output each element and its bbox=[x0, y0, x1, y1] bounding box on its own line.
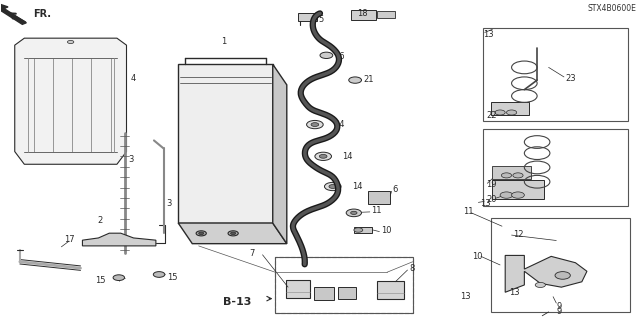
Circle shape bbox=[315, 152, 332, 160]
Polygon shape bbox=[83, 233, 156, 246]
Circle shape bbox=[513, 173, 523, 178]
Circle shape bbox=[351, 211, 357, 214]
Bar bbox=[491, 102, 529, 115]
Circle shape bbox=[329, 185, 337, 189]
Text: 16: 16 bbox=[334, 52, 345, 61]
Bar bbox=[275, 257, 413, 313]
Circle shape bbox=[500, 192, 513, 198]
Text: 2: 2 bbox=[98, 216, 103, 225]
Text: 5: 5 bbox=[319, 15, 324, 24]
Circle shape bbox=[198, 232, 204, 234]
Text: 15: 15 bbox=[95, 276, 106, 285]
Bar bbox=[286, 280, 310, 298]
Text: 10: 10 bbox=[381, 226, 391, 234]
Bar bbox=[314, 287, 334, 300]
Bar bbox=[378, 11, 396, 18]
Text: 10: 10 bbox=[472, 252, 483, 261]
FancyArrow shape bbox=[0, 0, 26, 24]
Text: 17: 17 bbox=[65, 235, 75, 244]
Text: 11: 11 bbox=[463, 207, 474, 216]
Circle shape bbox=[196, 231, 206, 236]
Text: 22: 22 bbox=[486, 111, 497, 120]
Bar bbox=[354, 227, 372, 233]
Circle shape bbox=[555, 271, 570, 279]
Circle shape bbox=[346, 209, 362, 217]
Text: 4: 4 bbox=[131, 74, 136, 83]
Circle shape bbox=[506, 110, 516, 115]
Text: 8: 8 bbox=[410, 263, 415, 273]
Circle shape bbox=[324, 182, 341, 191]
Polygon shape bbox=[178, 223, 287, 244]
Circle shape bbox=[501, 173, 511, 178]
Text: 3: 3 bbox=[167, 199, 172, 208]
Text: 14: 14 bbox=[352, 182, 362, 191]
Polygon shape bbox=[505, 256, 587, 292]
Text: 20: 20 bbox=[486, 195, 497, 204]
Text: 1: 1 bbox=[221, 38, 227, 47]
Text: 6: 6 bbox=[393, 185, 398, 194]
Circle shape bbox=[319, 154, 327, 158]
Circle shape bbox=[511, 192, 524, 198]
Text: 9: 9 bbox=[556, 308, 561, 316]
Circle shape bbox=[349, 77, 362, 83]
Bar bbox=[492, 166, 531, 179]
Circle shape bbox=[228, 231, 238, 236]
Polygon shape bbox=[15, 38, 127, 164]
Text: 13: 13 bbox=[483, 30, 494, 39]
Bar bbox=[298, 13, 317, 21]
Text: 3: 3 bbox=[129, 155, 134, 164]
Text: FR.: FR. bbox=[33, 9, 51, 19]
Polygon shape bbox=[273, 64, 287, 244]
Text: B-13: B-13 bbox=[223, 297, 252, 307]
Circle shape bbox=[113, 275, 125, 280]
Text: 7: 7 bbox=[250, 249, 255, 258]
Text: STX4B0600E: STX4B0600E bbox=[588, 4, 636, 13]
Bar bbox=[483, 129, 628, 205]
Bar bbox=[368, 191, 390, 204]
Circle shape bbox=[311, 123, 319, 126]
Circle shape bbox=[320, 52, 333, 58]
Bar bbox=[491, 218, 630, 312]
Text: 11: 11 bbox=[371, 206, 381, 215]
Text: 9: 9 bbox=[556, 302, 561, 311]
Text: 23: 23 bbox=[565, 74, 576, 83]
Text: 14: 14 bbox=[342, 152, 353, 161]
Text: 21: 21 bbox=[364, 75, 374, 84]
Text: 12: 12 bbox=[513, 230, 524, 239]
Circle shape bbox=[354, 228, 363, 232]
Text: 18: 18 bbox=[357, 9, 367, 18]
Bar bbox=[378, 281, 404, 299]
Bar bbox=[275, 257, 413, 313]
Text: 14: 14 bbox=[334, 120, 344, 129]
Circle shape bbox=[154, 271, 165, 277]
Circle shape bbox=[230, 232, 236, 234]
Text: 13: 13 bbox=[479, 199, 490, 208]
Text: 19: 19 bbox=[486, 181, 497, 189]
Circle shape bbox=[67, 41, 74, 44]
Text: 13: 13 bbox=[509, 288, 520, 297]
Bar bbox=[338, 287, 356, 299]
Circle shape bbox=[307, 121, 323, 129]
Bar bbox=[483, 28, 628, 122]
Circle shape bbox=[535, 282, 545, 287]
Circle shape bbox=[495, 110, 505, 115]
Text: 15: 15 bbox=[167, 273, 177, 282]
Bar bbox=[178, 64, 273, 223]
Bar bbox=[492, 180, 543, 199]
Bar bbox=[351, 10, 376, 20]
Text: 13: 13 bbox=[461, 292, 471, 301]
